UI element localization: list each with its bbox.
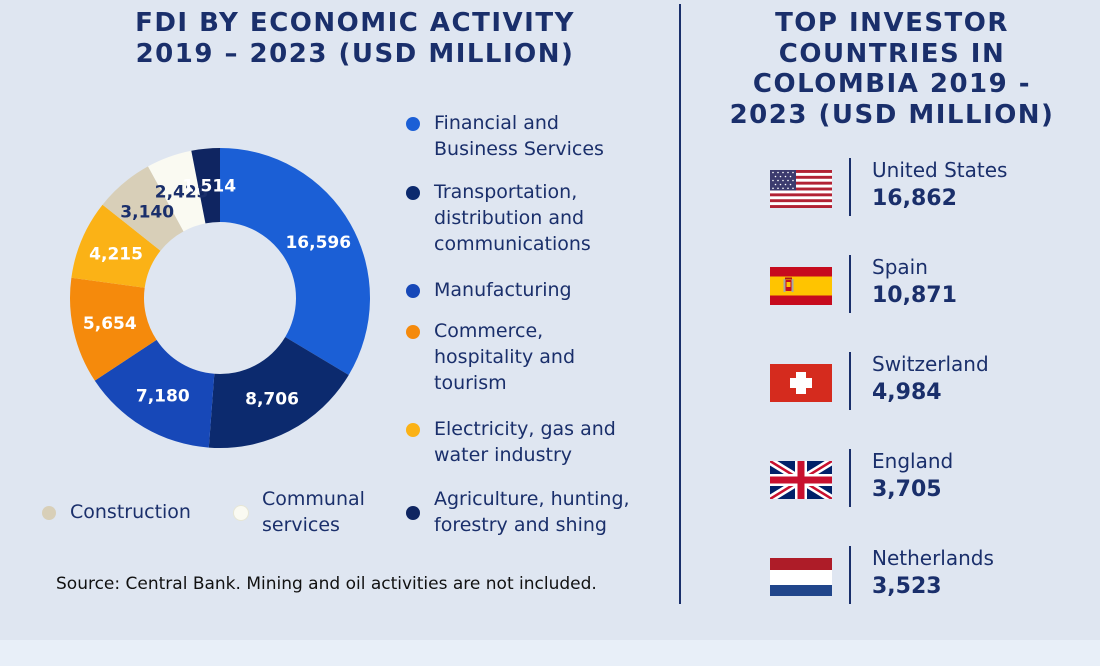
usa-flag-icon <box>770 170 832 208</box>
legend-dot-commerce <box>406 325 420 339</box>
legend-item-construction: Construction <box>42 499 191 525</box>
chart-title-line1: FDI BY ECONOMIC ACTIVITY <box>135 8 575 38</box>
legend-label-manufacturing: Manufacturing <box>434 279 572 301</box>
country-rule <box>849 255 851 313</box>
bottom-band <box>0 640 1100 666</box>
spain-flag-icon <box>770 267 832 305</box>
donut-slice-electricity <box>71 204 161 288</box>
country-value: 16,862 <box>872 186 957 211</box>
donut-slice-commerce <box>70 277 157 381</box>
legend-dot-construction <box>42 506 56 520</box>
uk-flag-icon <box>770 461 832 499</box>
country-united-states: United States 16,862 <box>770 158 1070 218</box>
legend-item-communal: Communal services <box>234 486 365 538</box>
donut-slices <box>70 148 371 448</box>
country-spain: Spain 10,871 <box>770 255 1070 315</box>
legend-label-agriculture: Agriculture, hunting, forestry and shing <box>434 488 630 536</box>
donut-slice-communal <box>148 150 206 232</box>
legend-label-commerce: Commerce, hospitality and tourism <box>434 320 576 394</box>
donut-label-communal: 2,423 <box>155 183 209 203</box>
countries-title: TOP INVESTOR COUNTRIES IN COLOMBIA 2019 … <box>712 8 1072 130</box>
country-value: 3,705 <box>872 477 942 502</box>
legend-label-electricity: Electricity, gas and water industry <box>434 418 616 466</box>
chart-title: FDI BY ECONOMIC ACTIVITY 2019 – 2023 (US… <box>100 8 610 70</box>
legend-item-electricity: Electricity, gas and water industry <box>406 416 616 468</box>
legend-dot-electricity <box>406 423 420 437</box>
switzerland-flag-icon <box>770 364 832 402</box>
netherlands-flag-icon <box>770 558 832 596</box>
vertical-divider <box>679 4 681 604</box>
donut-label-financial: 16,596 <box>285 233 351 253</box>
country-name: United States <box>872 158 1008 182</box>
legend-item-manufacturing: Manufacturing <box>406 277 572 303</box>
country-rule <box>849 546 851 604</box>
donut-label-agriculture: 1,514 <box>182 177 236 197</box>
donut-labels: 16,596 8,706 7,180 5,654 4,215 3,1402,4231,51… <box>83 177 351 410</box>
country-value: 10,871 <box>872 283 957 308</box>
donut-label-commerce: 5,654 <box>83 314 137 334</box>
donut-slice-transportation <box>208 336 349 448</box>
legend-dot-communal <box>234 506 248 520</box>
legend-label-communal: Communal services <box>262 488 365 536</box>
country-rule <box>849 449 851 507</box>
countries-title-line3: COLOMBIA 2019 - <box>752 69 1032 99</box>
countries-title-line2: COUNTRIES IN <box>778 38 1006 69</box>
donut-chart: 16,596 8,706 7,180 5,654 4,215 3,1402,4231,51… <box>70 148 371 448</box>
country-value: 4,984 <box>872 380 942 405</box>
legend-dot-transportation <box>406 186 420 200</box>
country-name: Netherlands <box>872 546 994 570</box>
donut-label-electricity: 4,215 <box>89 245 143 265</box>
country-netherlands: Netherlands 3,523 <box>770 546 1070 606</box>
country-name: Spain <box>872 255 928 279</box>
legend-item-transportation: Transportation, distribution and communi… <box>406 179 591 257</box>
legend-item-agriculture: Agriculture, hunting, forestry and shing <box>406 486 630 538</box>
donut-slice-financial <box>220 148 371 375</box>
legend-dot-manufacturing <box>406 284 420 298</box>
country-rule <box>849 352 851 410</box>
country-name: England <box>872 449 954 473</box>
countries-title-line4: 2023 (USD MILLION) <box>729 99 1055 130</box>
legend-label-transportation: Transportation, distribution and communi… <box>434 181 591 255</box>
legend-dot-agriculture <box>406 506 420 520</box>
country-rule <box>849 158 851 216</box>
legend-item-financial: Financial and Business Services <box>406 110 604 162</box>
legend-label-construction: Construction <box>70 501 191 523</box>
country-name: Switzerland <box>872 352 989 376</box>
donut-slice-construction <box>102 166 184 251</box>
source-note: Source: Central Bank. Mining and oil act… <box>56 574 597 594</box>
legend-item-commerce: Commerce, hospitality and tourism <box>406 318 575 396</box>
donut-slice-manufacturing <box>94 339 215 448</box>
country-value: 3,523 <box>872 574 942 599</box>
donut-label-manufacturing: 7,180 <box>136 386 190 406</box>
countries-title-line1: TOP INVESTOR <box>775 8 1009 38</box>
country-england: England 3,705 <box>770 449 1070 509</box>
donut-label-construction: 3,140 <box>120 203 174 223</box>
legend-dot-financial <box>406 117 420 131</box>
country-switzerland: Switzerland 4,984 <box>770 352 1070 412</box>
chart-title-line2: 2019 – 2023 (USD MILLION) <box>135 39 575 69</box>
legend-label-financial: Financial and Business Services <box>434 112 604 160</box>
donut-slice-agriculture <box>191 148 220 224</box>
donut-label-transportation: 8,706 <box>245 389 299 409</box>
